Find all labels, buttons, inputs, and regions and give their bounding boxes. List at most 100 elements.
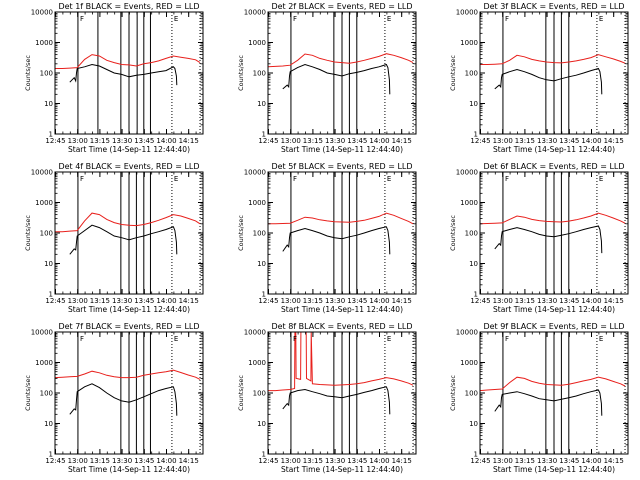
y-tick-label: 100 <box>253 230 266 238</box>
interval-marker-label: E <box>387 335 391 343</box>
x-axis-label: Start Time (14-Sep-11 12:44:40) <box>493 465 615 474</box>
x-tick-label: 14:15 <box>604 137 624 145</box>
y-tick-label: 10 <box>469 100 478 108</box>
x-axis-label: Start Time (14-Sep-11 12:44:40) <box>68 465 190 474</box>
y-axis-label: Counts/sec <box>24 55 32 91</box>
x-tick-label: 14:00 <box>369 457 389 465</box>
x-tick-label: 13:30 <box>325 457 345 465</box>
y-tick-label: 10 <box>469 420 478 428</box>
events-series-line <box>69 63 178 86</box>
x-tick-label: 14:00 <box>581 297 601 305</box>
x-tick-label: 13:15 <box>90 297 110 305</box>
y-tick-label: 100 <box>40 70 53 78</box>
x-tick-label: 12:45 <box>470 297 490 305</box>
x-tick-label: 13:15 <box>515 457 535 465</box>
y-axis-label: Counts/sec <box>449 55 457 91</box>
lld-series-line <box>479 212 626 225</box>
y-tick-label: 1000 <box>35 199 53 207</box>
x-axis-label: Start Time (14-Sep-11 12:44:40) <box>68 305 190 314</box>
y-axis-label: Counts/sec <box>449 215 457 251</box>
panel-title: Det 6f BLACK = Events, RED = LLD <box>483 162 624 171</box>
detector-panel: 1 10 100 1000 10000 12:45 13:00 13:15 13:30 13:45… <box>24 162 204 314</box>
y-tick-label: 100 <box>40 230 53 238</box>
y-tick-label: 1000 <box>35 359 53 367</box>
y-tick-label: 10000 <box>456 329 478 337</box>
x-tick-label: 12:45 <box>470 137 490 145</box>
x-tick-label: 14:00 <box>581 137 601 145</box>
y-tick-label: 1 <box>262 451 266 459</box>
x-tick-label: 13:00 <box>281 297 301 305</box>
lld-series-line <box>55 212 201 233</box>
y-tick-label: 1000 <box>248 199 266 207</box>
x-tick-label: 14:15 <box>179 457 199 465</box>
y-tick-label: 10 <box>44 100 53 108</box>
x-tick-label: 13:30 <box>537 297 557 305</box>
y-tick-label: 10000 <box>244 9 266 17</box>
x-axis-label: Start Time (14-Sep-11 12:44:40) <box>281 465 403 474</box>
x-tick-label: 12:45 <box>45 457 65 465</box>
interval-marker-label: F <box>505 175 509 183</box>
y-tick-label: 10000 <box>244 329 266 337</box>
x-tick-label: 12:45 <box>258 457 278 465</box>
y-tick-label: 1000 <box>35 39 53 47</box>
x-tick-label: 13:00 <box>68 297 88 305</box>
y-tick-label: 10000 <box>456 9 478 17</box>
interval-marker-label: E <box>174 335 178 343</box>
y-tick-label: 1000 <box>248 359 266 367</box>
x-tick-label: 13:30 <box>112 457 132 465</box>
x-tick-label: 14:15 <box>604 457 624 465</box>
lld-series-line <box>268 331 414 392</box>
x-tick-label: 13:00 <box>281 137 301 145</box>
x-tick-label: 13:00 <box>493 297 513 305</box>
panel-title: Det 9f BLACK = Events, RED = LLD <box>483 322 624 331</box>
panel-title: Det 5f BLACK = Events, RED = LLD <box>271 162 412 171</box>
lld-series-line <box>267 53 414 68</box>
x-tick-label: 13:45 <box>347 297 367 305</box>
interval-marker-label: F <box>80 335 84 343</box>
y-axis-label: Counts/sec <box>24 375 32 411</box>
y-tick-label: 10000 <box>31 9 53 17</box>
x-tick-label: 13:30 <box>537 137 557 145</box>
interval-marker-label: F <box>293 335 297 343</box>
y-tick-label: 1 <box>262 131 266 139</box>
x-tick-label: 13:00 <box>493 457 513 465</box>
y-tick-label: 1 <box>474 291 478 299</box>
y-tick-label: 10 <box>469 260 478 268</box>
y-axis-label: Counts/sec <box>24 215 32 251</box>
y-tick-label: 1 <box>49 291 53 299</box>
panel-title: Det 4f BLACK = Events, RED = LLD <box>58 162 199 171</box>
x-axis-label: Start Time (14-Sep-11 12:44:40) <box>493 305 615 314</box>
y-tick-label: 10000 <box>31 329 53 337</box>
x-axis-label: Start Time (14-Sep-11 12:44:40) <box>493 145 615 154</box>
x-tick-label: 14:15 <box>179 297 199 305</box>
panel-title: Det 3f BLACK = Events, RED = LLD <box>483 2 624 11</box>
events-series-line <box>494 389 603 416</box>
y-tick-label: 1000 <box>460 39 478 47</box>
events-series-line <box>69 383 178 416</box>
y-tick-label: 100 <box>253 70 266 78</box>
detector-panel: 1 10 100 1000 10000 12:45 13:00 13:15 13:30 13:45… <box>24 322 204 474</box>
events-series-line <box>494 67 603 95</box>
y-tick-label: 1 <box>49 451 53 459</box>
y-tick-label: 10 <box>257 420 266 428</box>
lld-series-line <box>480 54 626 65</box>
events-series-line <box>494 225 603 254</box>
y-tick-label: 10 <box>44 420 53 428</box>
y-tick-label: 1 <box>49 131 53 139</box>
x-tick-label: 13:15 <box>90 457 110 465</box>
lld-series-line <box>479 376 626 392</box>
x-tick-label: 14:00 <box>369 297 389 305</box>
interval-marker-label: F <box>80 15 84 23</box>
interval-marker-label: F <box>293 15 297 23</box>
y-tick-label: 1000 <box>460 359 478 367</box>
y-tick-label: 10 <box>257 100 266 108</box>
x-tick-label: 13:15 <box>515 137 535 145</box>
x-tick-label: 13:45 <box>347 137 367 145</box>
events-series-line <box>282 386 391 415</box>
panel-title: Det 8f BLACK = Events, RED = LLD <box>271 322 412 331</box>
x-tick-label: 14:15 <box>392 137 412 145</box>
detector-panel: 1 10 100 1000 10000 12:45 13:00 13:15 13:30 13:45… <box>449 2 629 154</box>
x-tick-label: 13:30 <box>325 297 345 305</box>
y-tick-label: 100 <box>465 230 478 238</box>
x-tick-label: 12:45 <box>258 297 278 305</box>
